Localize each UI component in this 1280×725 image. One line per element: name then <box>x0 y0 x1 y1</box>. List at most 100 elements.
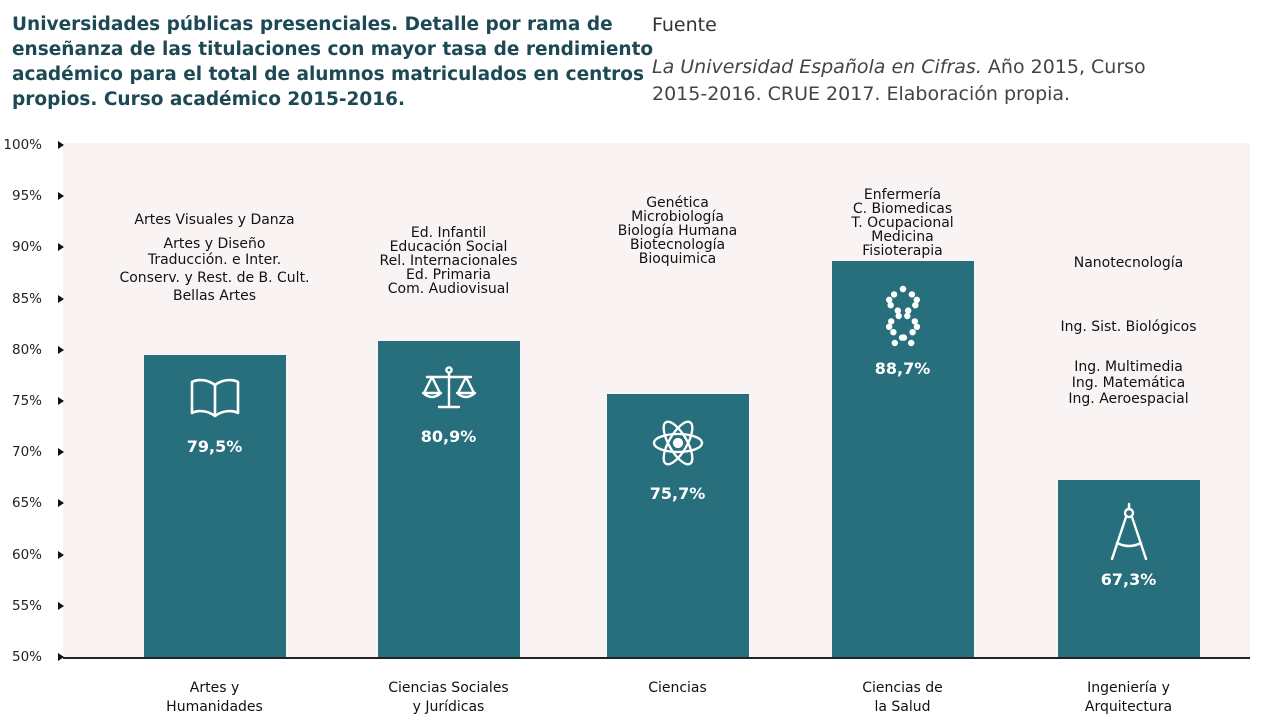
y-tick-label: 85% <box>11 290 42 307</box>
bar[interactable]: 67,3% <box>1057 479 1200 657</box>
source-line-2: 2015-2016. CRUE 2017. Elaboración propia… <box>652 83 1071 105</box>
dna-dot <box>890 290 897 298</box>
bar-value-label: 75,7% <box>649 483 706 503</box>
x-category-label-line: Ciencias de <box>862 680 943 696</box>
degree-title: Ing. Multimedia <box>1074 359 1183 375</box>
degree-title: Educación Social <box>389 239 508 255</box>
source-line-1: La Universidad Española en Cifras. Año 2… <box>652 54 1212 81</box>
bar[interactable]: 75,7% <box>606 393 749 657</box>
x-category-label-line: Artes y <box>189 680 240 696</box>
x-category-label-line: Arquitectura <box>1084 699 1173 715</box>
x-category-label: Ciencias de la Salud <box>803 679 1003 717</box>
degree-title: Ing. Matemática <box>1071 375 1186 391</box>
degree-title: Genética <box>646 195 709 211</box>
chart-title-line: propios. Curso académico 2015-2016. <box>12 89 406 110</box>
dna-dot <box>899 285 906 292</box>
dna-dot <box>885 296 892 303</box>
degree-title: Nanotecnología <box>1073 255 1184 271</box>
x-axis-line <box>63 657 1250 659</box>
atom-icon <box>651 416 705 474</box>
source-heading: Fuente <box>652 14 717 36</box>
chart-title-line: Universidades públicas presenciales. Det… <box>12 14 613 35</box>
bar-value-label: 79,5% <box>186 436 243 456</box>
bar[interactable]: 79,5% <box>143 354 286 657</box>
y-tick-marker <box>58 141 64 149</box>
chart-title-line: académico para el total de alumnos matri… <box>12 64 645 85</box>
bar[interactable]: 80,9% <box>377 340 520 657</box>
dna-dot <box>907 339 914 346</box>
y-tick-marker <box>58 345 64 354</box>
dna-dot <box>913 296 920 303</box>
y-tick-label: 100% <box>3 137 42 153</box>
y-tick-label: 65% <box>11 495 42 512</box>
bar-value-label: 67,3% <box>1100 569 1157 589</box>
y-tick-marker <box>58 653 64 661</box>
x-category-label-line: Humanidades <box>166 699 263 715</box>
degree-title: Ed. Infantil <box>410 225 487 241</box>
dna-dot <box>908 328 916 336</box>
source-line-1-rest: Año 2015, Curso <box>981 56 1146 78</box>
bar-value-label: 80,9% <box>420 426 477 446</box>
degree-title: Ing. Aeroespacial <box>1068 391 1189 407</box>
degree-title: Bioquimica <box>638 251 717 267</box>
chart-title: Universidades públicas presenciales. Det… <box>12 12 654 112</box>
y-tick-label: 95% <box>11 188 42 205</box>
dna-dot <box>895 312 902 319</box>
dna-dot <box>911 301 918 309</box>
degree-title: Medicina <box>871 229 934 245</box>
dna-dot <box>885 323 892 330</box>
x-category-label: Ciencias Sociales y Jurídicas <box>349 679 549 717</box>
y-tick-label: 70% <box>11 444 42 461</box>
book-icon <box>189 377 241 423</box>
compass-icon <box>1108 502 1150 564</box>
y-tick-marker <box>58 243 64 252</box>
x-category-label-line: Ingeniería y <box>1087 680 1170 696</box>
x-category-label-line: y Jurídicas <box>412 699 485 715</box>
degree-title: C. Biomedicas <box>852 201 953 217</box>
degree-title: Rel. Internacionales <box>379 253 518 269</box>
y-tick-marker <box>58 448 64 457</box>
degree-title: Enfermería <box>863 187 942 203</box>
degree-title: Microbiología <box>631 209 724 225</box>
x-category-label: Ingeniería y Arquitectura <box>1029 679 1229 717</box>
degree-title: Ing. Sist. Biológicos <box>1060 319 1197 335</box>
degree-title: Artes y Diseño <box>163 236 266 252</box>
y-tick-marker <box>58 294 64 303</box>
chart-title-line: enseñanza de las titulaciones con mayor … <box>12 39 654 60</box>
y-tick-label: 55% <box>11 597 42 614</box>
scales-icon <box>420 365 478 415</box>
degree-title: Biología Humana <box>617 223 738 239</box>
y-tick-label: 60% <box>11 546 42 563</box>
dna-dot <box>908 290 915 298</box>
degree-title: Artes Visuales y Danza <box>134 212 295 228</box>
bar[interactable]: 88,7% <box>831 260 974 657</box>
y-tick-marker <box>58 192 64 201</box>
y-tick-label: 50% <box>11 649 42 665</box>
dna-icon <box>883 285 923 351</box>
y-tick-marker <box>58 499 64 508</box>
degree-title: Traducción. e Inter. <box>147 252 282 268</box>
dna-dot <box>911 317 918 325</box>
y-tick-marker <box>58 550 64 559</box>
dna-dot <box>891 339 898 346</box>
bar-value-label: 88,7% <box>874 358 931 378</box>
degree-title: Com. Audiovisual <box>387 281 510 297</box>
degree-title: Ed. Primaria <box>406 267 491 283</box>
degree-title: Conserv. y Rest. de B. Cult. <box>119 270 310 286</box>
dna-dot <box>887 317 894 325</box>
degree-title: Fisioterapia <box>862 243 943 259</box>
x-category-label: Artes y Humanidades <box>115 679 315 717</box>
source-text: La Universidad Española en Cifras. Año 2… <box>652 54 1212 108</box>
degree-title: Biotecnología <box>629 237 726 253</box>
degree-title: Bellas Artes <box>172 288 257 304</box>
y-tick-label: 80% <box>11 341 42 358</box>
x-category-label-line: la Salud <box>874 699 931 715</box>
dna-dot <box>887 301 894 309</box>
x-category-label-line: Ciencias Sociales <box>388 680 509 696</box>
dna-dot <box>894 307 901 314</box>
dna-dot <box>903 312 910 319</box>
x-category-label: Ciencias <box>578 679 778 698</box>
dna-dot <box>904 307 911 314</box>
y-tick-label: 75% <box>11 393 42 409</box>
y-tick-marker <box>58 397 64 405</box>
